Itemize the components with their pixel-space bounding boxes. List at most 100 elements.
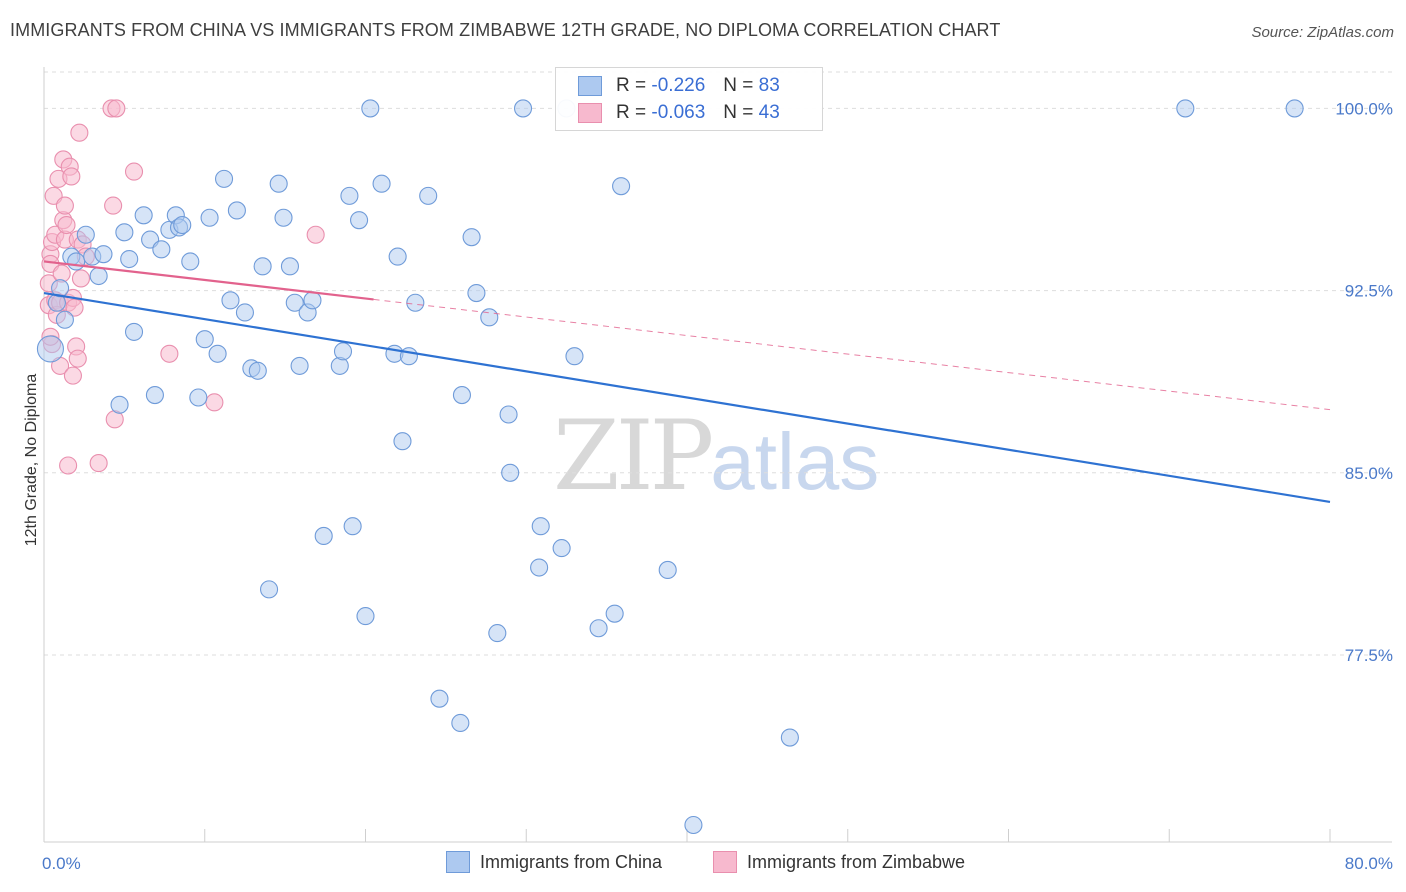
bottom-legend-swatch-china bbox=[446, 851, 470, 873]
china-point bbox=[115, 223, 134, 242]
legend-swatch-zimbabwe bbox=[578, 103, 602, 123]
legend-zimbabwe-r-label: R = bbox=[616, 102, 647, 123]
bottom-legend-zimbabwe: Immigrants from Zimbabwe bbox=[713, 851, 965, 873]
china-point bbox=[248, 361, 267, 380]
zimbabwe-point bbox=[70, 123, 89, 142]
zimbabwe-point bbox=[68, 349, 87, 368]
legend-zimbabwe-r-value: -0.063 bbox=[651, 102, 706, 123]
china-point bbox=[406, 293, 425, 312]
china-point bbox=[513, 99, 533, 118]
zimbabwe-point bbox=[89, 454, 108, 473]
china-point bbox=[343, 517, 362, 536]
china-point bbox=[208, 344, 227, 363]
china-point bbox=[200, 208, 219, 227]
china-point bbox=[462, 228, 481, 247]
bottom-legend-china: Immigrants from China bbox=[446, 851, 662, 873]
china-point bbox=[451, 713, 470, 733]
bottom-legend-label-china: Immigrants from China bbox=[480, 851, 663, 872]
zimbabwe-points bbox=[39, 99, 325, 475]
china-point bbox=[452, 386, 472, 405]
zimbabwe-point bbox=[62, 167, 81, 186]
zimbabwe-point bbox=[205, 393, 224, 412]
china-point bbox=[274, 208, 293, 227]
china-point bbox=[120, 249, 139, 269]
china-point bbox=[195, 330, 214, 349]
y-tick-label: 85.0% bbox=[1345, 464, 1393, 483]
china-point bbox=[181, 252, 200, 271]
china-points bbox=[36, 99, 1304, 835]
china-point bbox=[1176, 99, 1195, 118]
china-point bbox=[145, 386, 164, 405]
china-point bbox=[235, 303, 254, 322]
zimbabwe-point bbox=[104, 196, 123, 215]
legend-row-china: R = -0.226 N = 83 bbox=[578, 73, 780, 99]
china-point bbox=[552, 539, 571, 558]
chart-source: Source: ZipAtlas.com bbox=[1251, 24, 1394, 41]
china-point bbox=[356, 607, 375, 626]
legend-row-zimbabwe: R = -0.063 N = 43 bbox=[578, 100, 780, 126]
zimbabwe-point bbox=[160, 344, 179, 363]
y-tick-label: 100.0% bbox=[1335, 99, 1393, 118]
y-tick-label: 92.5% bbox=[1345, 282, 1393, 301]
china-point bbox=[499, 405, 518, 424]
china-point bbox=[269, 174, 288, 193]
x-tick-label-min: 0.0% bbox=[42, 854, 81, 873]
china-point bbox=[388, 247, 407, 266]
y-tick-label: 77.5% bbox=[1345, 646, 1393, 665]
tick-labels: 77.5% 85.0% 92.5% 100.0% 0.0% 80.0% bbox=[42, 99, 1393, 873]
china-point bbox=[280, 257, 299, 276]
china-point bbox=[350, 211, 369, 230]
zimbabwe-point bbox=[107, 99, 126, 118]
zimbabwe-point bbox=[63, 366, 82, 385]
legend-zimbabwe-n-label: N = bbox=[723, 102, 754, 123]
zimbabwe-point bbox=[59, 456, 78, 475]
bottom-legend-swatch-zimbabwe bbox=[713, 851, 737, 873]
china-point bbox=[227, 201, 246, 220]
china-point bbox=[67, 252, 86, 271]
china-point bbox=[419, 186, 438, 205]
trend-layer bbox=[43, 260, 1331, 504]
china-point bbox=[76, 225, 95, 244]
china-point bbox=[605, 604, 624, 623]
china-point bbox=[531, 517, 550, 536]
china-point bbox=[259, 580, 279, 599]
chart-title: IMMIGRANTS FROM CHINA VS IMMIGRANTS FROM… bbox=[10, 20, 1001, 40]
china-point bbox=[612, 177, 631, 196]
legend-zimbabwe-n-value: 43 bbox=[758, 102, 780, 123]
china-point bbox=[393, 432, 412, 451]
china-point bbox=[589, 619, 608, 638]
china-point bbox=[780, 728, 799, 747]
china-point bbox=[152, 240, 171, 259]
china-point bbox=[253, 257, 272, 276]
watermark-zip: ZIP bbox=[553, 400, 714, 512]
legend-china-r-label: R = bbox=[616, 75, 647, 96]
legend-china-r-value: -0.226 bbox=[651, 75, 706, 96]
zimbabwe-trend-line-dashed bbox=[373, 298, 1331, 411]
china-point bbox=[658, 560, 677, 579]
china-point bbox=[221, 291, 240, 310]
zimbabwe-trend-line-solid bbox=[43, 260, 374, 301]
china-point bbox=[1285, 99, 1304, 118]
china-point bbox=[189, 388, 208, 407]
china-point bbox=[684, 815, 703, 835]
legend-box: R = -0.226 N = 83 R = -0.063 N = 43 bbox=[555, 67, 823, 131]
china-point bbox=[361, 99, 380, 118]
watermark: ZIPatlas bbox=[553, 400, 879, 512]
china-point bbox=[94, 245, 113, 264]
zimbabwe-point bbox=[306, 225, 325, 244]
zimbabwe-point bbox=[55, 196, 74, 215]
china-point bbox=[467, 283, 486, 303]
zimbabwe-point bbox=[124, 162, 144, 181]
china-point bbox=[340, 186, 359, 205]
china-point bbox=[173, 215, 192, 235]
china-point bbox=[134, 206, 153, 225]
china-point bbox=[290, 356, 309, 375]
china-point bbox=[565, 347, 584, 366]
china-point bbox=[501, 463, 520, 482]
china-point bbox=[530, 558, 549, 577]
x-tick-label-max: 80.0% bbox=[1345, 854, 1393, 873]
zimbabwe-point bbox=[57, 215, 76, 235]
china-trend-line bbox=[43, 291, 1331, 504]
china-point bbox=[285, 293, 304, 312]
